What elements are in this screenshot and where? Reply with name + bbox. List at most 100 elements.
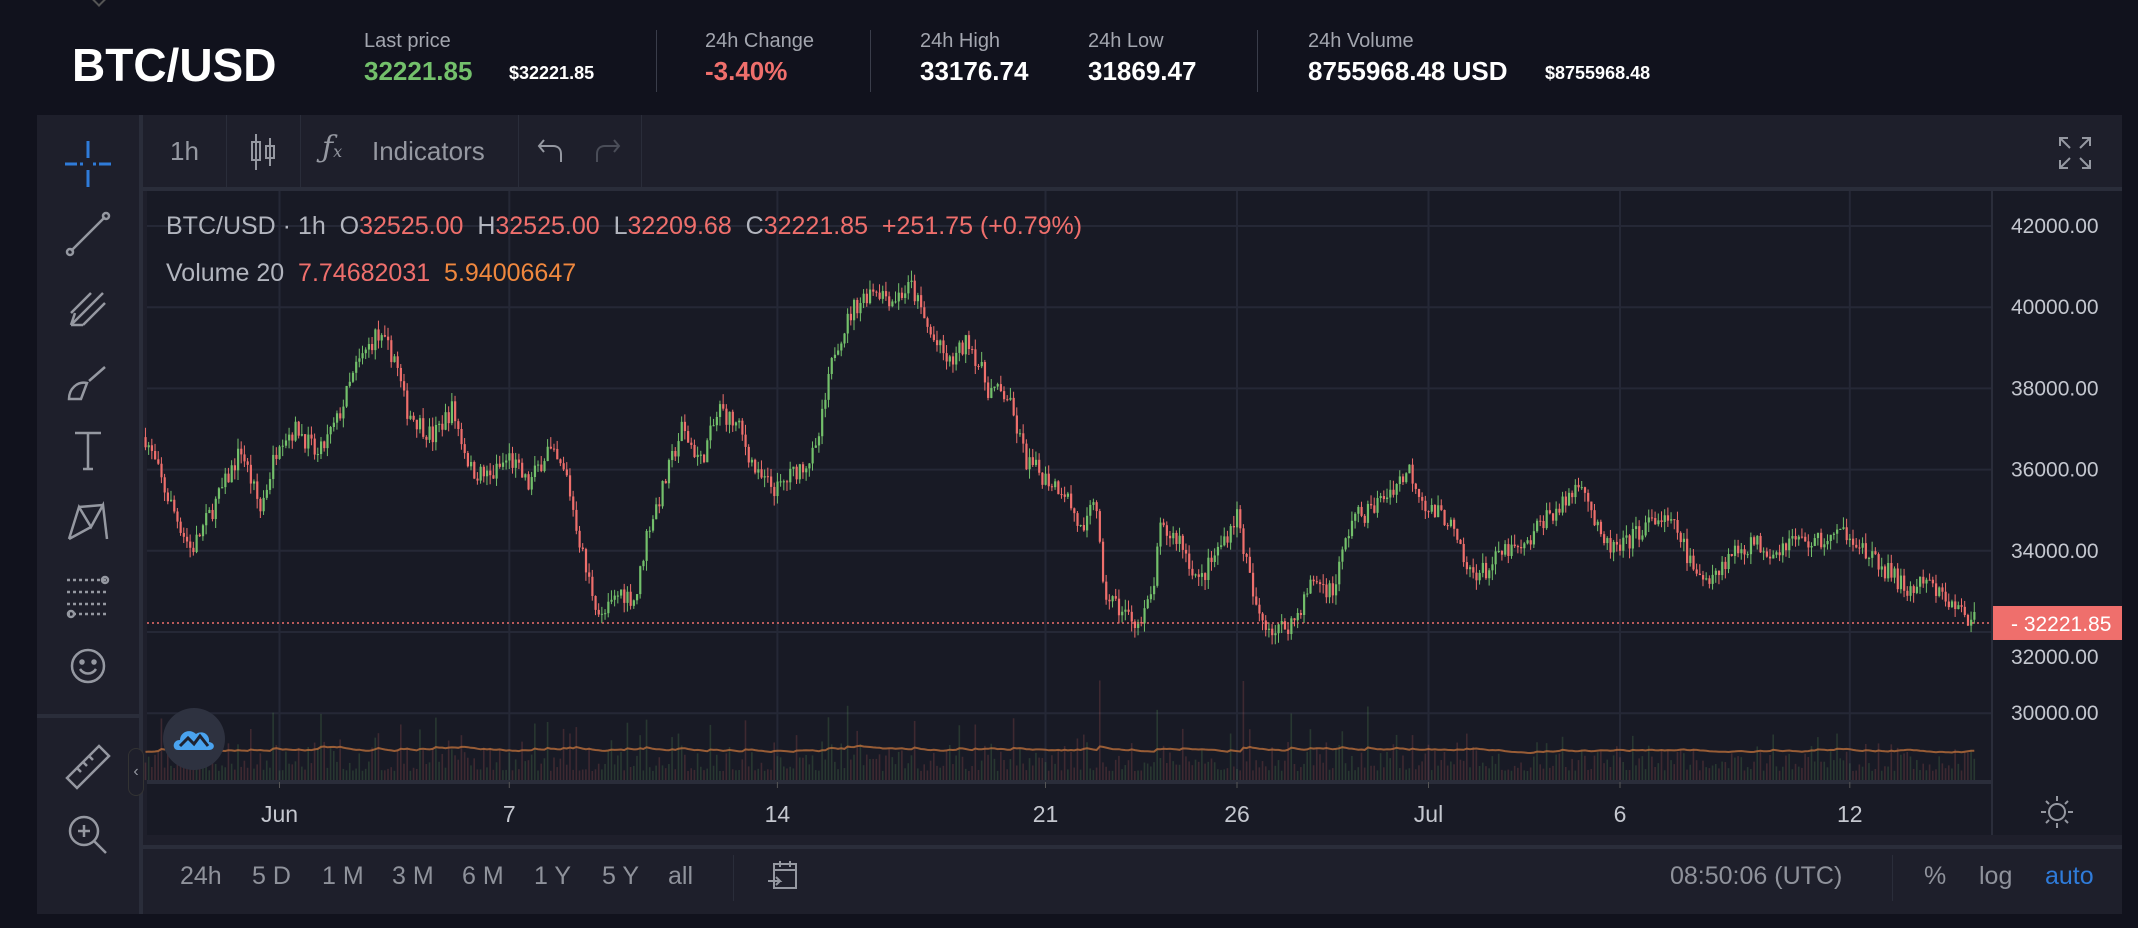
time-axis[interactable]	[147, 780, 1991, 835]
candle-body	[1513, 544, 1516, 547]
candle-body	[425, 436, 428, 440]
zoom-in-icon[interactable]	[37, 805, 139, 865]
trend-line-icon[interactable]	[37, 204, 139, 264]
candle-body	[1746, 554, 1749, 556]
crosshair-icon[interactable]	[37, 134, 139, 194]
legend-close: 32221.85	[763, 212, 868, 240]
fib-icon[interactable]	[37, 565, 139, 625]
undo-icon[interactable]	[536, 136, 566, 171]
candle-body	[958, 342, 961, 353]
candle-body	[738, 420, 741, 423]
volume-bar	[1213, 762, 1216, 780]
chart-pane[interactable]	[147, 191, 1991, 780]
log-toggle[interactable]: log	[1979, 862, 2013, 890]
volume-bar	[313, 742, 316, 780]
candle-body	[1108, 599, 1111, 602]
candle-body	[1009, 397, 1012, 400]
candle-body	[224, 473, 227, 488]
candles-icon[interactable]	[246, 132, 280, 177]
volume-bar	[1204, 763, 1206, 780]
range-1y[interactable]: 1 Y	[534, 862, 572, 890]
volume-bar	[1730, 753, 1733, 780]
settings-sun-icon[interactable]	[2040, 795, 2074, 834]
emoji-icon[interactable]	[37, 636, 139, 696]
interval-button[interactable]: 1h	[170, 136, 199, 166]
candle-body	[718, 404, 722, 417]
volume-bar	[1596, 752, 1599, 780]
volume-bar	[1909, 756, 1912, 780]
range-24h[interactable]: 24h	[180, 862, 222, 890]
candle-body	[811, 447, 814, 464]
candle-body	[642, 560, 645, 567]
candle-body	[310, 434, 313, 439]
auto-toggle[interactable]: auto	[2045, 862, 2094, 890]
candle-body	[169, 499, 173, 502]
candle-body	[1938, 587, 1941, 596]
volume-bar	[1456, 742, 1459, 780]
fx-icon[interactable]: ƒx	[322, 130, 343, 165]
candle-body	[1299, 613, 1303, 615]
volume-bar	[1740, 757, 1743, 780]
volume-bar	[329, 746, 332, 780]
candle-body	[1047, 473, 1050, 487]
volume-bar	[1635, 765, 1637, 780]
candle-body	[549, 446, 552, 449]
ruler-icon[interactable]	[37, 735, 139, 795]
clock-time[interactable]: 08:50:06 (UTC)	[1670, 862, 1843, 890]
candle-body	[731, 411, 734, 426]
volume-bar	[1229, 733, 1232, 780]
volume-bar	[1571, 758, 1573, 780]
candle-body	[1823, 544, 1826, 548]
volume-bar	[1296, 770, 1299, 780]
pattern-icon[interactable]	[37, 492, 139, 552]
candle-body	[693, 444, 696, 458]
fullscreen-icon[interactable]	[2056, 134, 2094, 177]
candle-body	[1041, 472, 1044, 485]
volume-bar	[671, 737, 673, 780]
candle-body	[853, 299, 856, 321]
candle-body	[872, 289, 875, 292]
volume-bar	[1641, 756, 1644, 780]
volume-bar	[1912, 768, 1915, 780]
candle-body	[1188, 553, 1191, 569]
candle-body	[1350, 520, 1354, 537]
candle-body	[1386, 497, 1389, 500]
candle-body	[1915, 586, 1919, 593]
candle-body	[434, 424, 438, 443]
range-5d[interactable]: 5 D	[252, 862, 291, 890]
range-3m[interactable]: 3 M	[392, 862, 434, 890]
volume-bar	[1347, 770, 1350, 780]
pitchfork-icon[interactable]	[37, 278, 139, 338]
percent-toggle[interactable]: %	[1924, 862, 1947, 890]
candle-body	[466, 453, 470, 467]
redo-icon[interactable]	[592, 136, 622, 171]
volume-bar	[1453, 764, 1455, 780]
range-6m[interactable]: 6 M	[462, 862, 504, 890]
collapse-toolbar-button[interactable]: ‹	[128, 748, 144, 796]
logo-cloud-icon[interactable]	[163, 708, 225, 770]
volume-bar	[1880, 770, 1883, 780]
volume-bar	[352, 770, 354, 780]
candle-body	[1465, 562, 1468, 570]
indicators-button[interactable]: Indicators	[372, 136, 485, 166]
text-icon[interactable]	[37, 420, 139, 480]
range-1m[interactable]: 1 M	[322, 862, 364, 890]
range-all[interactable]: all	[668, 862, 694, 890]
range-5y[interactable]: 5 Y	[602, 862, 640, 890]
volume-bar	[1778, 770, 1781, 780]
volume-bar	[1504, 770, 1506, 780]
volume-bar	[805, 754, 807, 780]
brush-icon[interactable]	[37, 352, 139, 412]
candle-body	[776, 481, 779, 497]
volume-bar	[837, 769, 839, 780]
goto-date-icon[interactable]	[766, 859, 800, 898]
volume-bar	[703, 770, 705, 780]
volume-bar	[1424, 753, 1427, 780]
volume-bar	[1067, 769, 1069, 780]
candle-body	[1181, 535, 1184, 550]
candle-body	[1896, 568, 1899, 590]
divider	[656, 30, 657, 92]
volume-bar	[1673, 764, 1676, 780]
price-axis[interactable]	[1991, 191, 2122, 835]
candle-body	[1312, 579, 1315, 582]
